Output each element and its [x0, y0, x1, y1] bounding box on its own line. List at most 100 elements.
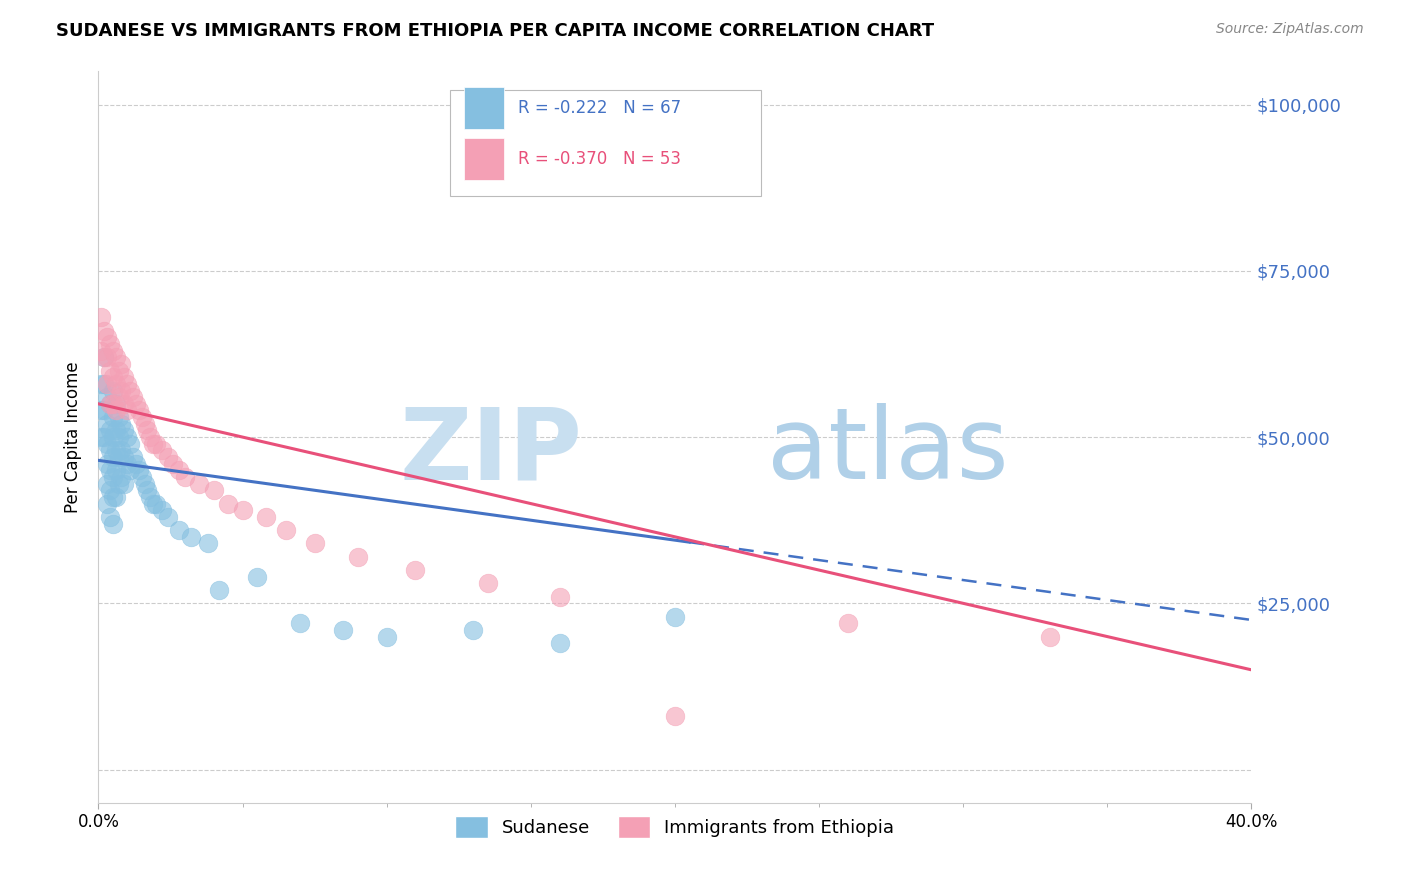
Point	[150, 503, 173, 517]
Point	[117, 403, 139, 417]
Point	[162, 457, 184, 471]
Point	[110, 443, 132, 458]
Point	[98, 463, 121, 477]
Point	[101, 397, 124, 411]
Point	[142, 497, 165, 511]
Point	[246, 570, 269, 584]
Text: SUDANESE VS IMMIGRANTS FROM ETHIOPIA PER CAPITA INCOME CORRELATION CHART: SUDANESE VS IMMIGRANTS FROM ETHIOPIA PER…	[56, 22, 935, 40]
Point	[136, 424, 159, 438]
Point	[117, 430, 139, 444]
Point	[101, 384, 124, 398]
Point	[101, 450, 124, 464]
Point	[93, 376, 115, 391]
Point	[93, 351, 115, 365]
Point	[304, 536, 326, 550]
Point	[664, 709, 686, 723]
Point	[98, 363, 121, 377]
Point	[405, 563, 427, 577]
Point	[96, 497, 118, 511]
Point	[461, 623, 484, 637]
Point	[98, 483, 121, 498]
Point	[112, 476, 135, 491]
Point	[110, 470, 132, 484]
Point	[120, 384, 142, 398]
Point	[90, 376, 112, 391]
Point	[96, 476, 118, 491]
Point	[90, 343, 112, 358]
Point	[112, 397, 135, 411]
Point	[548, 636, 571, 650]
Point	[98, 509, 121, 524]
Point	[107, 430, 129, 444]
Point	[139, 430, 162, 444]
Point	[477, 576, 499, 591]
Legend: Sudanese, Immigrants from Ethiopia: Sudanese, Immigrants from Ethiopia	[449, 808, 901, 845]
Point	[837, 616, 859, 631]
Point	[96, 351, 118, 365]
Point	[98, 397, 121, 411]
Point	[664, 609, 686, 624]
Point	[112, 424, 135, 438]
Point	[145, 497, 167, 511]
Point	[107, 410, 129, 425]
Point	[167, 463, 190, 477]
Point	[96, 330, 118, 344]
Text: Source: ZipAtlas.com: Source: ZipAtlas.com	[1216, 22, 1364, 37]
Point	[120, 436, 142, 450]
Point	[136, 483, 159, 498]
Point	[254, 509, 277, 524]
Point	[104, 397, 127, 411]
Point	[96, 457, 118, 471]
Point	[101, 490, 124, 504]
Point	[231, 503, 254, 517]
Point	[98, 424, 121, 438]
Point	[96, 376, 118, 391]
Point	[117, 376, 139, 391]
Point	[104, 443, 127, 458]
Point	[104, 351, 127, 365]
Point	[208, 582, 231, 597]
FancyBboxPatch shape	[464, 87, 505, 128]
Point	[346, 549, 368, 564]
Point	[101, 516, 124, 531]
Point	[202, 483, 225, 498]
Point	[274, 523, 297, 537]
Point	[332, 623, 354, 637]
Point	[548, 590, 571, 604]
Point	[142, 436, 165, 450]
Point	[104, 403, 127, 417]
Point	[101, 430, 124, 444]
Text: R = -0.222   N = 67: R = -0.222 N = 67	[517, 99, 682, 117]
FancyBboxPatch shape	[464, 138, 505, 180]
Point	[139, 490, 162, 504]
Point	[98, 397, 121, 411]
Point	[188, 476, 211, 491]
Point	[112, 450, 135, 464]
Point	[90, 430, 112, 444]
Point	[98, 337, 121, 351]
Point	[110, 357, 132, 371]
Point	[101, 343, 124, 358]
Point	[96, 417, 118, 431]
Point	[107, 390, 129, 404]
Point	[90, 403, 112, 417]
Y-axis label: Per Capita Income: Per Capita Income	[65, 361, 83, 513]
Point	[122, 390, 145, 404]
Point	[125, 457, 148, 471]
Point	[150, 443, 173, 458]
Point	[110, 417, 132, 431]
Point	[122, 450, 145, 464]
Point	[120, 463, 142, 477]
Point	[375, 630, 398, 644]
FancyBboxPatch shape	[450, 90, 762, 195]
Point	[145, 436, 167, 450]
Point	[156, 450, 179, 464]
Point	[131, 410, 153, 425]
Point	[93, 351, 115, 365]
Point	[125, 397, 148, 411]
Text: R = -0.370   N = 53: R = -0.370 N = 53	[517, 150, 681, 168]
Point	[101, 410, 124, 425]
Point	[112, 370, 135, 384]
Text: atlas: atlas	[768, 403, 1008, 500]
Point	[174, 470, 197, 484]
